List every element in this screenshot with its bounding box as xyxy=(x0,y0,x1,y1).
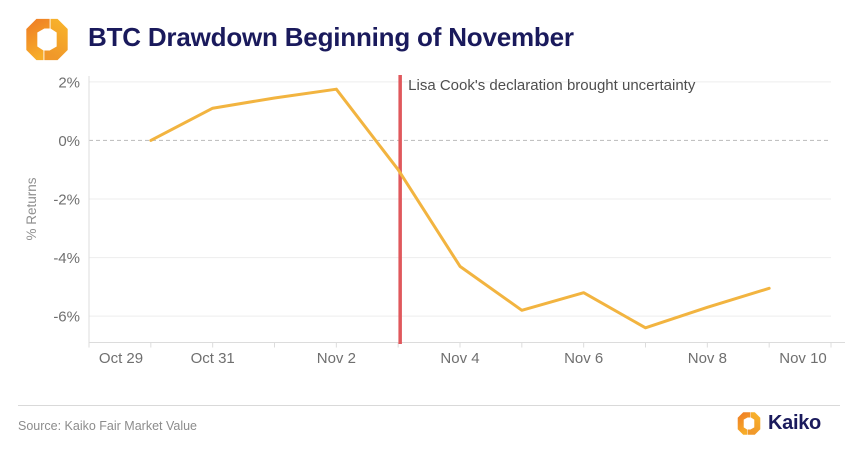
x-tick-label: Nov 10 xyxy=(779,350,827,367)
x-tick-label: Oct 31 xyxy=(191,350,235,367)
y-tick-label: -4% xyxy=(53,250,80,267)
x-tick-label: Nov 4 xyxy=(440,350,479,367)
brand-wordmark: Kaiko xyxy=(768,412,821,434)
footer-divider xyxy=(18,405,840,406)
kaiko-logo-icon xyxy=(737,412,761,435)
annotation-text: Lisa Cook's declaration brought uncertai… xyxy=(408,77,696,94)
x-tick-label: Nov 6 xyxy=(564,350,603,367)
x-tick-label: Nov 8 xyxy=(688,350,727,367)
source-note: Source: Kaiko Fair Market Value xyxy=(18,419,198,433)
x-tick-label: Oct 29 xyxy=(99,350,143,367)
page-title: BTC Drawdown Beginning of November xyxy=(88,22,574,52)
y-tick-label: -2% xyxy=(53,192,80,209)
brand-lockup: Kaiko xyxy=(737,411,821,436)
kaiko-logo-icon xyxy=(26,18,68,61)
y-tick-label: 2% xyxy=(58,74,80,91)
returns-line-series xyxy=(149,87,771,330)
y-axis-title: % Returns xyxy=(24,177,39,240)
y-tick-label: -6% xyxy=(53,309,80,326)
btc-drawdown-chart: 2% 0% -2% -4% -6% Oct 29 Oct 31 Nov 2 Nov 4 Nov 6… xyxy=(24,74,845,367)
x-tick-label: Nov 2 xyxy=(317,350,356,367)
y-tick-label: 0% xyxy=(58,133,80,150)
